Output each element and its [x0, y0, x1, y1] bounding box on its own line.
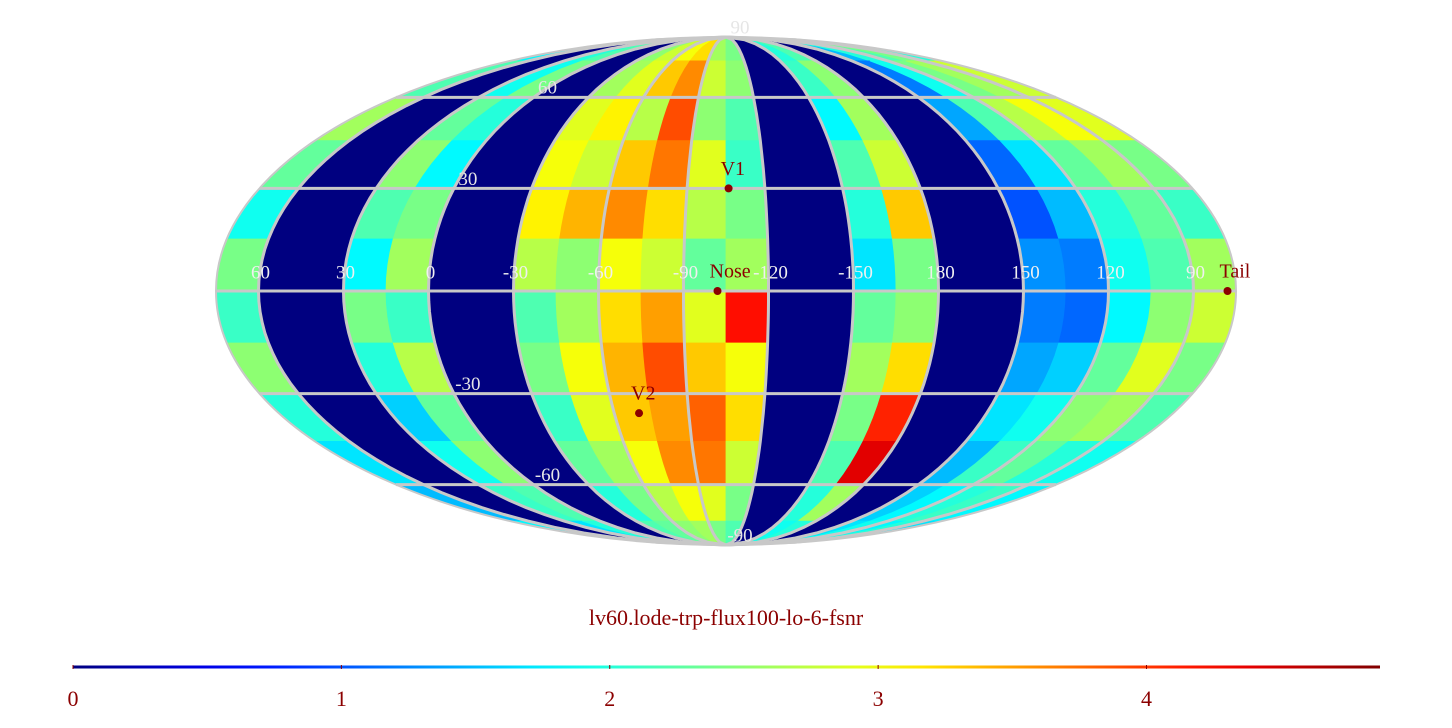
- point-label: Nose: [710, 261, 751, 283]
- lat-tick-label: -60: [535, 465, 560, 486]
- map-cell: [428, 290, 477, 344]
- lon-tick-label: 180: [926, 262, 955, 283]
- colorbar-tick-label: 0: [68, 686, 79, 711]
- point-label: V2: [631, 383, 655, 405]
- point-label: Tail: [1220, 261, 1251, 283]
- map-cell: [891, 290, 939, 344]
- lon-tick-label: 0: [426, 262, 436, 283]
- map-cell: [683, 187, 727, 240]
- map-cell: [725, 187, 769, 240]
- map-outline: [215, 36, 1237, 546]
- map-cell: [975, 290, 1024, 344]
- map-point: [635, 409, 644, 418]
- map-cell: [767, 290, 812, 344]
- map-cell: [683, 342, 727, 395]
- lat-tick-label: 30: [458, 169, 477, 190]
- lon-tick-label: -60: [588, 262, 613, 283]
- map-cell: [686, 393, 727, 442]
- map-point: [724, 184, 733, 193]
- map-cell: [725, 342, 769, 395]
- map-cell: [513, 290, 561, 344]
- graticule: [215, 35, 1237, 547]
- map-cell: [764, 187, 810, 240]
- lon-tick-label: 60: [251, 262, 270, 283]
- lon-tick-label: 120: [1096, 262, 1125, 283]
- lon-tick-label: -150: [838, 262, 873, 283]
- lon-tick-label: 90: [1186, 262, 1205, 283]
- lon-tick-label: 150: [1011, 262, 1040, 283]
- lon-tick-label: -120: [753, 262, 788, 283]
- map-point: [713, 287, 722, 295]
- colorbar-strip: [73, 665, 1380, 669]
- lon-tick-label: -30: [503, 262, 528, 283]
- map-cell: [555, 290, 602, 344]
- map-cell: [725, 393, 766, 442]
- map-cell: [725, 290, 769, 344]
- colorbar-tick-label: 3: [873, 686, 884, 711]
- map-cell: [850, 290, 897, 344]
- map-point: [1223, 287, 1232, 295]
- map-cell: [428, 238, 477, 292]
- colorbar-tick-label: 4: [1141, 686, 1152, 711]
- lat-tick-label: 90: [731, 17, 750, 38]
- map-cell: [598, 290, 644, 344]
- point-label: V1: [721, 158, 745, 180]
- graticule-labels: 60 30 0 -30 -60 -90 -120 -150 180 150 120 90 90 60 30 -…: [251, 17, 1205, 546]
- map-cell: [470, 290, 519, 344]
- map-cell: [764, 342, 810, 395]
- colorbar-tick-label: 1: [336, 686, 347, 711]
- map-cell: [683, 290, 727, 344]
- map-cell: [642, 187, 688, 240]
- lat-tick-label: 60: [538, 78, 557, 99]
- colorbar-tick-label: 2: [604, 686, 615, 711]
- map-cell: [933, 290, 982, 344]
- map-cell: [640, 290, 685, 344]
- lat-tick-label: -90: [727, 525, 752, 546]
- lon-tick-label: 30: [336, 262, 355, 283]
- map-cell: [808, 290, 854, 344]
- lat-tick-label: -30: [455, 374, 480, 395]
- lon-tick-label: -90: [673, 262, 698, 283]
- map-title: lv60.lode-trp-flux100-lo-6-fsnr: [589, 605, 864, 630]
- map-points: V1 Nose V2 Tail: [631, 158, 1251, 418]
- colorbar: 0 1 2 3 4: [68, 665, 1380, 711]
